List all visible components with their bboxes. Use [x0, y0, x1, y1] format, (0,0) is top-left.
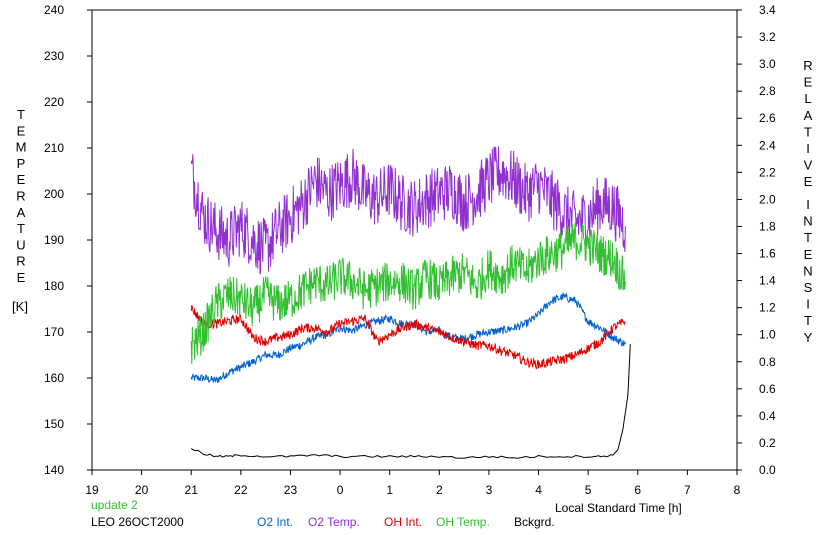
y-right-label-letter: N: [803, 214, 812, 229]
y-left-label-letter: A: [17, 205, 26, 220]
y-right-tick-label: 0.2: [759, 436, 776, 450]
y-left-label-letter: E: [17, 123, 26, 138]
x-tick-label: 21: [185, 483, 199, 497]
y-right-tick-label: 0.4: [759, 409, 776, 423]
series-line-bckgrd: [190, 344, 631, 459]
y-right-label-letter: Y: [804, 330, 813, 345]
y-left-label-letter: E: [17, 270, 26, 285]
x-tick-label: 5: [585, 483, 592, 497]
y-left-tick-label: 170: [44, 325, 64, 339]
y-axis-right: 0.0 0.2 0.4 0.6 0.8 1.0 1.2 1.4 1.6 1.8 2.0 2.2 2.4 2…: [737, 3, 776, 477]
y-right-label-letter: R: [803, 58, 812, 73]
y-axis-left: 140 150 160 170 180 190 200 210 220 230 240: [44, 3, 92, 477]
y-right-label-letter: T: [804, 230, 812, 245]
y-left-label-letter: E: [17, 172, 26, 187]
y-left-tick-label: 190: [44, 233, 64, 247]
y-right-label-letter: E: [804, 174, 813, 189]
y-left-tick-label: 200: [44, 187, 64, 201]
y-right-tick-label: 1.0: [759, 328, 776, 342]
y-left-tick-label: 160: [44, 371, 64, 385]
series-line-oh-temp: [190, 222, 626, 365]
y-left-label-letter: P: [17, 156, 26, 171]
y-left-tick-label: 140: [44, 463, 64, 477]
x-tick-label: 4: [535, 483, 542, 497]
y-right-tick-label: 1.2: [759, 301, 776, 315]
y-right-label-letter: S: [804, 280, 813, 295]
y-right-tick-label: 0.0: [759, 463, 776, 477]
y-left-label-letter: M: [16, 140, 27, 155]
y-right-tick-label: 3.2: [759, 30, 776, 44]
y-right-tick-label: 3.0: [759, 57, 776, 71]
plot-frame: [91, 9, 738, 471]
y-right-tick-label: 0.8: [759, 355, 776, 369]
y-right-tick-label: 3.4: [759, 3, 776, 17]
x-tick-label: 3: [486, 483, 493, 497]
y-left-tick-label: 150: [44, 417, 64, 431]
y-left-label-letter: R: [16, 189, 25, 204]
y-right-label-letter: N: [803, 263, 812, 278]
y-right-label-letter: T: [804, 124, 812, 139]
y-right-label-letter: A: [804, 108, 813, 123]
y-right-tick-label: 2.4: [759, 138, 776, 152]
series-line-o2-temp: [190, 146, 626, 275]
y-right-label-letter: L: [804, 91, 811, 106]
station-label: LEO 26OCT2000: [91, 515, 184, 529]
y-right-tick-label: 2.2: [759, 165, 776, 179]
update-annotation: update 2: [91, 498, 138, 512]
y-right-label-letter: I: [806, 297, 810, 312]
y-left-tick-label: 220: [44, 95, 64, 109]
y-right-label-letter: V: [804, 158, 813, 173]
y-right-tick-label: 1.8: [759, 219, 776, 233]
x-tick-label: 7: [684, 483, 691, 497]
series-line-oh-int: [190, 305, 626, 370]
y-left-tick-label: 210: [44, 141, 64, 155]
x-tick-label: 23: [284, 483, 298, 497]
x-tick-label: 8: [734, 483, 741, 497]
x-tick-label: 0: [337, 483, 344, 497]
y-right-tick-label: 2.6: [759, 111, 776, 125]
x-tick-label: 19: [85, 483, 99, 497]
legend-item: Bckgrd.: [514, 515, 555, 529]
y-left-tick-label: 240: [44, 3, 64, 17]
x-tick-label: 6: [634, 483, 641, 497]
x-axis-label: Local Standard Time [h]: [555, 501, 682, 515]
y-right-tick-label: 1.6: [759, 247, 776, 261]
y-right-tick-label: 0.6: [759, 382, 776, 396]
x-tick-label: 20: [135, 483, 149, 497]
y-left-label-letter: T: [17, 107, 25, 122]
legend-item: OH Int.: [384, 515, 422, 529]
y-right-tick-label: 1.4: [759, 274, 776, 288]
y-left-label-letter: U: [16, 237, 25, 252]
y-right-tick-label: 2.8: [759, 84, 776, 98]
y-left-tick-label: 230: [44, 49, 64, 63]
x-tick-label: 22: [234, 483, 248, 497]
y-right-label-letter: T: [804, 313, 812, 328]
x-axis: 19 20 21 22 23 0 1 2 3 4 5 6 7 8: [85, 470, 741, 497]
y-right-tick-label: 2.0: [759, 192, 776, 206]
legend-item: OH Temp.: [436, 515, 490, 529]
y-right-label-letter: I: [806, 141, 810, 156]
legend: O2 Int. O2 Temp. OH Int. OH Temp. Bckgrd.: [257, 515, 555, 529]
y-right-label-letter: I: [806, 197, 810, 212]
y-right-label-letter: E: [804, 247, 813, 262]
x-tick-label: 2: [436, 483, 443, 497]
y-left-label-letter: R: [16, 254, 25, 269]
legend-item: O2 Int.: [257, 515, 293, 529]
y-left-tick-label: 180: [44, 279, 64, 293]
y-left-unit: [K]: [12, 299, 28, 314]
legend-item: O2 Temp.: [308, 515, 360, 529]
y-left-label-letter: T: [17, 221, 25, 236]
y-right-label-letter: E: [804, 75, 813, 90]
x-tick-label: 1: [386, 483, 393, 497]
series-layer: [190, 146, 631, 459]
